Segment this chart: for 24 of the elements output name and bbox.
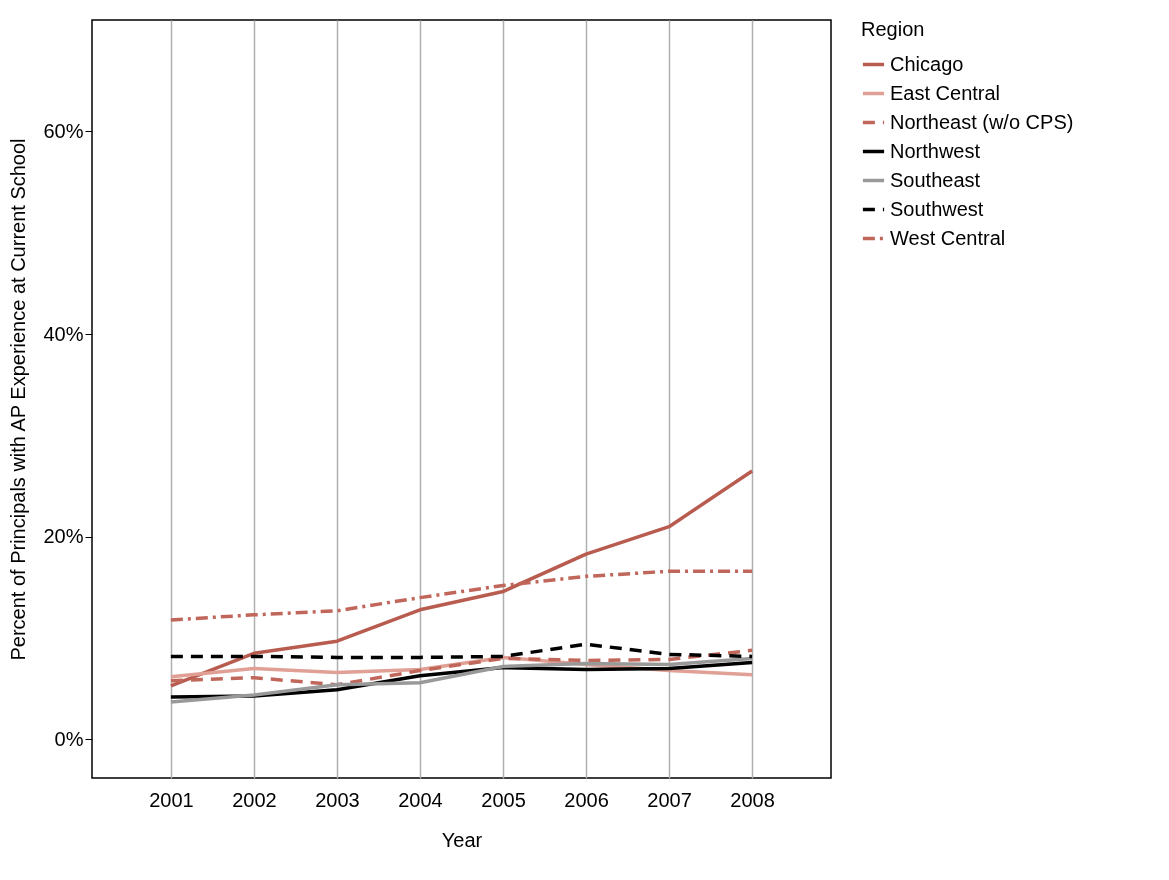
legend-label: Northeast (w/o CPS) (890, 110, 1074, 133)
x-tick-label: 2004 (398, 788, 443, 811)
line-series (169, 642, 754, 660)
legend-label: Chicago (890, 52, 964, 75)
legend-label: Northwest (890, 139, 981, 162)
x-tick-label: 2007 (647, 788, 692, 811)
legend-title: Region (861, 18, 925, 40)
y-tick-label: 0% (54, 727, 84, 750)
legend-label: West Central (890, 226, 1006, 249)
x-tick-label: 2006 (564, 788, 609, 811)
legend-label: Southeast (890, 168, 981, 191)
legend-label: East Central (890, 81, 1001, 104)
x-tick-label: 2005 (481, 788, 526, 811)
x-tick-label: 2002 (232, 788, 277, 811)
y-tick-label: 60% (43, 119, 84, 142)
x-axis-title: Year (441, 828, 483, 851)
y-tick-label: 40% (43, 322, 84, 345)
x-tick-label: 2008 (730, 788, 775, 811)
line-series (169, 469, 754, 688)
x-tick-label: 2003 (315, 788, 360, 811)
legend-label: Southwest (890, 197, 984, 220)
x-tick-label: 2001 (149, 788, 194, 811)
y-tick-label: 20% (43, 525, 84, 548)
y-axis-title: Percent of Principals with AP Experience at Current School (7, 138, 30, 661)
